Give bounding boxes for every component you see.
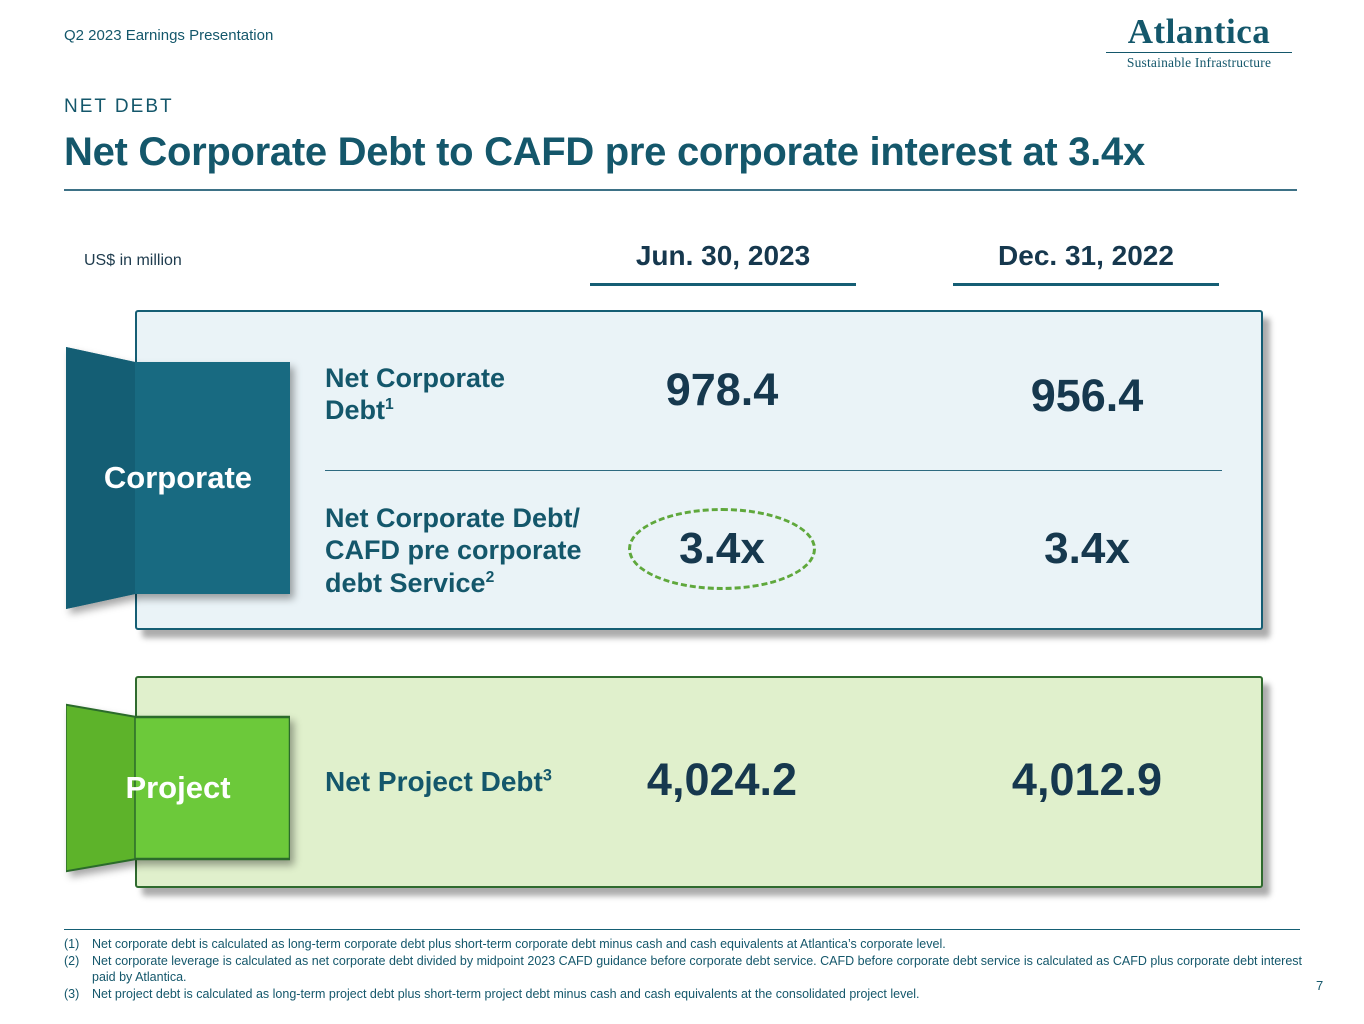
- corporate-card: Net Corporate Debt1 978.4 956.4 Net Corp…: [135, 310, 1263, 630]
- units-label: US$ in million: [84, 252, 182, 269]
- leverage-ratio-label-text: Net Corporate Debt/ CAFD pre corporate d…: [325, 503, 582, 598]
- footnote-marker: (1): [64, 937, 80, 951]
- footnote-item-3: (3) Net project debt is calculated as lo…: [64, 986, 1302, 1003]
- column-header-dec-2022: Dec. 31, 2022: [953, 240, 1219, 286]
- footnote-item-2: (2) Net corporate leverage is calculated…: [64, 953, 1302, 986]
- footnote-ref-1: 1: [385, 396, 394, 414]
- footnote-text: Net corporate debt is calculated as long…: [92, 937, 946, 951]
- footnote-text: Net project debt is calculated as long-t…: [92, 986, 920, 1001]
- corporate-row-divider: [325, 470, 1222, 471]
- project-card: Net Project Debt3 4,024.2 4,012.9: [135, 676, 1263, 888]
- logo-tagline: Sustainable Infrastructure: [1126, 55, 1272, 71]
- logo-divider: [1106, 51, 1292, 54]
- page-number: 7: [1316, 978, 1324, 993]
- footnote-item-1: (1) Net corporate debt is calculated as …: [64, 936, 1302, 953]
- net-project-debt-dec-value: 4,012.9: [1011, 754, 1163, 805]
- corporate-ribbon: Corporate: [66, 344, 290, 612]
- section-label-net-debt: NET DEBT: [64, 96, 174, 117]
- title-underline: [64, 189, 1297, 191]
- leverage-jun-value: 3.4x: [679, 524, 765, 573]
- slide-title: Net Corporate Debt to CAFD pre corporate…: [64, 130, 1145, 174]
- leverage-ratio-label: Net Corporate Debt/ CAFD pre corporate d…: [325, 502, 637, 599]
- net-corporate-debt-label-text: Net Corporate Debt: [325, 363, 506, 426]
- net-project-debt-jun-value: 4,024.2: [646, 754, 798, 805]
- project-ribbon: Project: [66, 702, 290, 874]
- corporate-ribbon-shape: [66, 347, 290, 609]
- net-corporate-debt-dec-value: 956.4: [1030, 370, 1144, 421]
- footnote-text: Net corporate leverage is calculated as …: [92, 953, 1302, 985]
- net-project-debt-label-text: Net Project Debt: [325, 766, 543, 797]
- footnote-divider: [64, 929, 1300, 930]
- footnote-marker: (2): [64, 953, 80, 968]
- leverage-highlight-ellipse: 3.4x: [628, 508, 816, 590]
- project-ribbon-label: Project: [125, 770, 231, 805]
- net-corporate-debt-label: Net Corporate Debt1: [325, 362, 545, 427]
- presentation-title: Q2 2023 Earnings Presentation: [64, 27, 274, 44]
- corporate-ribbon-label: Corporate: [103, 460, 253, 495]
- footnote-marker: (3): [64, 986, 80, 1001]
- column-header-jun-2023: Jun. 30, 2023: [590, 240, 856, 286]
- leverage-dec-value: 3.4x: [1044, 524, 1130, 573]
- footnotes: (1) Net corporate debt is calculated as …: [64, 936, 1302, 1003]
- net-project-debt-label: Net Project Debt3: [325, 766, 705, 798]
- leverage-jun-cell: 3.4x: [567, 494, 877, 604]
- atlantica-logo: Atlantica Sustainable Infrastructure: [1104, 12, 1294, 71]
- footnote-ref-3: 3: [542, 766, 552, 785]
- net-corporate-debt-jun-value: 978.4: [665, 364, 779, 415]
- project-ribbon-shape: [66, 703, 290, 873]
- footnote-ref-2: 2: [485, 568, 495, 586]
- logo-wordmark: Atlantica: [1127, 12, 1271, 51]
